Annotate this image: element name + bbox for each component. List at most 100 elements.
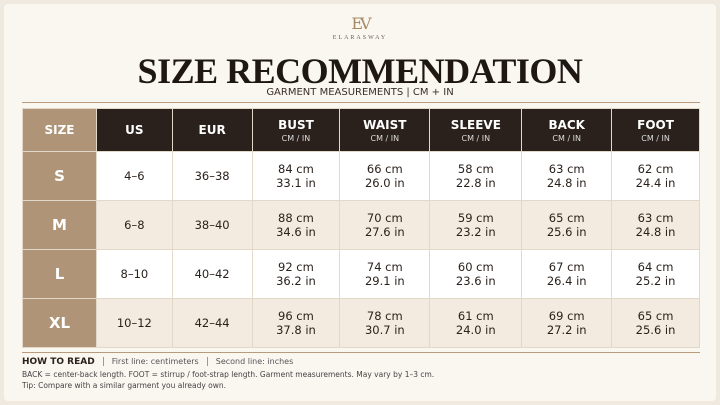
measurement: 36.2 in	[276, 274, 316, 288]
header-row: SIZE US EUR BUST CM / IN WAIST CM / IN SLEEVE CM…	[22, 108, 700, 152]
column-header: EUR	[171, 108, 253, 152]
measurement-cell: 92 cm 36.2 in	[251, 249, 341, 299]
column-unit: CM / IN	[641, 133, 670, 143]
measurement: 70 cm	[366, 211, 403, 225]
measurement: 59 cm	[457, 211, 494, 225]
measurement: 27.2 in	[546, 323, 587, 337]
measurement-cell: 78 cm 30.7 in	[339, 298, 431, 348]
column-label: FOOT	[637, 117, 674, 132]
measurement: 24.8 in	[546, 176, 587, 190]
measurement: 84 cm	[278, 162, 314, 176]
measurement-cell: 74 cm 29.1 in	[339, 249, 431, 299]
how-item: Second line: inches	[206, 357, 294, 366]
measurement: 74 cm	[366, 260, 403, 274]
measurement: 24.8 in	[635, 225, 676, 239]
measurement: 23.2 in	[455, 225, 496, 239]
column-label: US	[125, 123, 144, 137]
column-header: BUST CM / IN	[251, 108, 341, 152]
measurement: 30.7 in	[364, 323, 405, 337]
column-label: BUST	[278, 117, 314, 132]
subtitle: GARMENT MEASUREMENTS | CM + IN	[266, 87, 454, 98]
column-header: SIZE	[22, 108, 97, 152]
column-label: SLEEVE	[450, 117, 501, 132]
measurement-cell: 66 cm 26.0 in	[339, 151, 431, 201]
measurement-cell: 62 cm 24.4 in	[611, 151, 700, 201]
measurement: 25.6 in	[635, 323, 676, 337]
measurement: 34.6 in	[276, 225, 316, 239]
column-header: BACK CM / IN	[521, 108, 613, 152]
measurement: 66 cm	[366, 162, 403, 176]
measurement: 64 cm	[637, 260, 674, 274]
brand: ELARASWAY	[332, 35, 388, 41]
column-label: EUR	[198, 123, 226, 137]
measurement-cell: 70 cm 27.6 in	[339, 200, 431, 250]
table-row: M 6–8 38–40 88 cm 34.6 in 70 cm 27.6 in 59 cm 23…	[22, 200, 700, 250]
measurement: 26.4 in	[546, 274, 587, 288]
measurement-cell: 61 cm 24.0 in	[429, 298, 523, 348]
column-unit: CM / IN	[370, 133, 400, 143]
measurement-cell: 63 cm 24.8 in	[521, 151, 613, 201]
measurement-cell: 58 cm 22.8 in	[429, 151, 523, 201]
cell: 8–10	[96, 249, 173, 299]
column-header: SLEEVE CM / IN	[429, 108, 523, 152]
measurement-cell: 65 cm 25.6 in	[611, 298, 700, 348]
measurement: 29.1 in	[364, 274, 405, 288]
logo: EV	[351, 14, 371, 33]
measurement: 25.2 in	[635, 274, 676, 288]
measurement: 63 cm	[637, 211, 674, 225]
size-cell: XL	[22, 298, 97, 348]
cell: 10–12	[96, 298, 173, 348]
note: BACK = center-back length. FOOT = stirru…	[22, 370, 435, 379]
table-row: XL 10–12 42–44 96 cm 37.8 in 78 cm 30.7 in 61 c…	[22, 298, 700, 348]
measurement: 22.8 in	[455, 176, 496, 190]
column-label: BACK	[548, 117, 585, 132]
size-cell: M	[22, 200, 97, 250]
measurement: 60 cm	[457, 260, 494, 274]
column-unit: CM / IN	[552, 133, 582, 143]
size-table: SIZE US EUR BUST CM / IN WAIST CM / IN SLEEVE CM…	[22, 108, 700, 348]
measurement-cell: 63 cm 24.8 in	[611, 200, 700, 250]
divider	[22, 102, 700, 103]
cell: 6–8	[96, 200, 173, 250]
cell: 40–42	[171, 249, 253, 299]
column-unit: CM / IN	[281, 133, 311, 143]
measurement: 65 cm	[548, 211, 585, 225]
size-cell: L	[22, 249, 97, 299]
table-row: L 8–10 40–42 92 cm 36.2 in 74 cm 29.1 in 60 cm 2…	[22, 249, 700, 299]
column-label: WAIST	[363, 117, 407, 132]
column-label: SIZE	[44, 123, 75, 137]
measurement: 65 cm	[637, 309, 674, 323]
measurement: 24.4 in	[635, 176, 676, 190]
measurement: 63 cm	[548, 162, 585, 176]
measurement: 69 cm	[548, 309, 585, 323]
measurement-cell: 69 cm 27.2 in	[521, 298, 613, 348]
title: SIZE RECOMMENDATION	[137, 51, 583, 91]
cell: 4–6	[96, 151, 173, 201]
column-unit: CM / IN	[461, 133, 491, 143]
how-label: HOW TO READ	[22, 357, 95, 367]
divider	[22, 352, 700, 353]
measurement: 92 cm	[278, 260, 314, 274]
measurement: 62 cm	[637, 162, 674, 176]
measurement: 25.6 in	[546, 225, 587, 239]
column-header: FOOT CM / IN	[611, 108, 700, 152]
measurement: 37.8 in	[276, 323, 316, 337]
measurement-cell: 96 cm 37.8 in	[251, 298, 341, 348]
cell: 38–40	[171, 200, 253, 250]
cell: 36–38	[171, 151, 253, 201]
measurement: 23.6 in	[455, 274, 496, 288]
column-header: WAIST CM / IN	[339, 108, 431, 152]
measurement: 27.6 in	[364, 225, 405, 239]
measurement-cell: 84 cm 33.1 in	[251, 151, 341, 201]
cell: 42–44	[171, 298, 253, 348]
measurement-cell: 64 cm 25.2 in	[611, 249, 700, 299]
measurement-cell: 67 cm 26.4 in	[521, 249, 613, 299]
column-header: US	[96, 108, 173, 152]
measurement-cell: 60 cm 23.6 in	[429, 249, 523, 299]
measurement: 96 cm	[278, 309, 314, 323]
how-item: First line: centimeters	[102, 357, 199, 366]
how-to-read: HOW TO READ First line: centimeters Second…	[22, 357, 301, 367]
measurement-cell: 65 cm 25.6 in	[521, 200, 613, 250]
note: Tip: Compare with a similar garment you …	[22, 381, 227, 390]
